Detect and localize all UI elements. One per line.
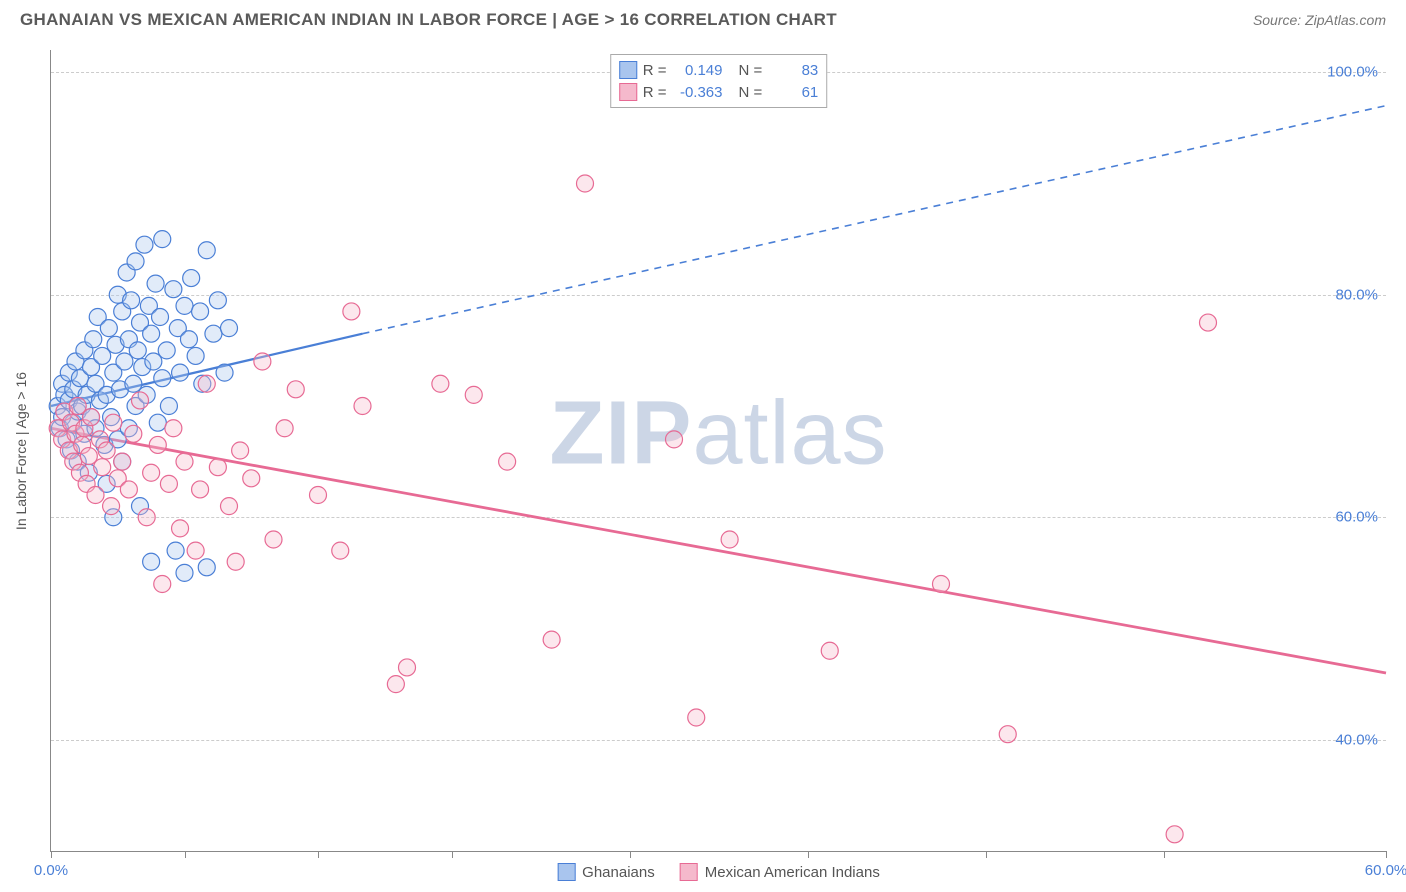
scatter-plot-svg	[51, 50, 1386, 851]
correlation-stats-box: R = 0.149 N = 83 R = -0.363 N = 61	[610, 54, 828, 108]
swatch-icon	[557, 863, 575, 881]
x-tick-label: 0.0%	[34, 862, 68, 879]
n-label: N =	[739, 62, 763, 79]
r-label: R =	[643, 62, 667, 79]
n-value: 83	[768, 62, 818, 79]
r-label: R =	[643, 84, 667, 101]
r-value: -0.363	[673, 84, 723, 101]
r-value: 0.149	[673, 62, 723, 79]
stats-row-series2: R = -0.363 N = 61	[619, 81, 819, 103]
legend-label: Ghanaians	[582, 864, 655, 881]
swatch-icon	[619, 83, 637, 101]
n-label: N =	[739, 84, 763, 101]
source-credit: Source: ZipAtlas.com	[1253, 12, 1386, 28]
legend-item-series1: Ghanaians	[557, 863, 655, 881]
stats-row-series1: R = 0.149 N = 83	[619, 59, 819, 81]
n-value: 61	[768, 84, 818, 101]
x-tick-label: 60.0%	[1365, 862, 1406, 879]
legend-item-series2: Mexican American Indians	[680, 863, 880, 881]
swatch-icon	[619, 61, 637, 79]
chart-plot-area: ZIPatlas In Labor Force | Age > 16 40.0%…	[50, 50, 1386, 852]
chart-title: GHANAIAN VS MEXICAN AMERICAN INDIAN IN L…	[20, 10, 837, 30]
swatch-icon	[680, 863, 698, 881]
bottom-legend: Ghanaians Mexican American Indians	[557, 863, 880, 881]
y-axis-label: In Labor Force | Age > 16	[13, 371, 29, 529]
legend-label: Mexican American Indians	[705, 864, 880, 881]
